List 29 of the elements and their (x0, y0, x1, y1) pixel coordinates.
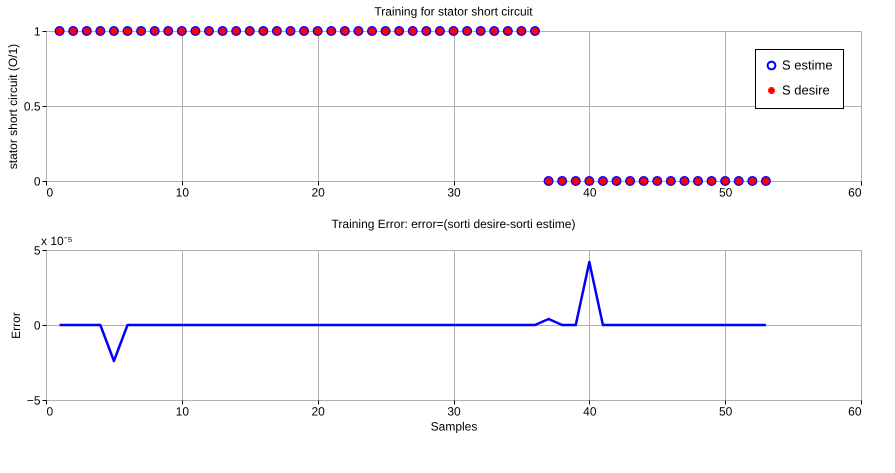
x-axis-title: Samples (430, 420, 478, 434)
y-tick-label: 0 (34, 318, 41, 332)
x-tick-label: 10 (176, 186, 190, 200)
x-tick-label: 30 (447, 404, 461, 418)
x-tick-label: 0 (46, 404, 54, 418)
x-tick-label: 60 (848, 186, 862, 200)
y-axis-title: Error (8, 312, 23, 339)
y-axis-title: stator short circuit (O/1) (6, 44, 20, 170)
text: x 10⁻⁵ (41, 234, 73, 248)
y-tick-label: 5 (34, 244, 41, 258)
x-tick-label: 0 (46, 186, 54, 200)
y-tick-label: 0 (34, 174, 41, 188)
x-tick-label: 10 (176, 404, 190, 418)
x-tick-label: 20 (311, 186, 326, 200)
y-tick-label: 1 (34, 24, 41, 38)
legend-label: S desire (782, 82, 830, 98)
chart-title: Training for stator short circuit (374, 4, 534, 19)
y-tick-label: −5 (26, 394, 41, 408)
x-tick-label: 60 (848, 404, 862, 418)
x-tick-label: 50 (718, 404, 733, 418)
chart-title: Training Error: error=(sorti desire-sorti estime) (332, 217, 576, 231)
legend-label: S estime (782, 58, 833, 72)
x-tick-label: 50 (718, 186, 733, 200)
y-tick-label: 0.5 (24, 100, 41, 114)
x-tick-label: 30 (447, 186, 461, 200)
x-tick-label: 40 (583, 404, 597, 418)
x-tick-label: 20 (311, 404, 326, 418)
line-series (58, 260, 768, 362)
x-tick-label: 40 (583, 186, 597, 200)
